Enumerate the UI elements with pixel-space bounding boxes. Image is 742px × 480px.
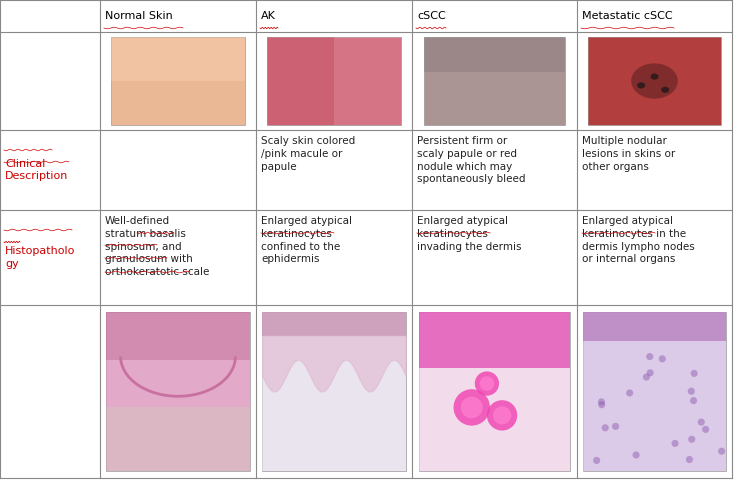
Circle shape [602, 424, 608, 432]
Text: Enlarged atypical
keratinocytes
invading the dermis: Enlarged atypical keratinocytes invading… [417, 216, 522, 252]
Circle shape [718, 448, 725, 455]
Bar [424, 72, 565, 125]
Circle shape [453, 389, 490, 426]
Bar [262, 312, 406, 471]
Circle shape [672, 440, 679, 447]
Bar [588, 37, 721, 125]
Text: Persistent firm or
scaly papule or red
nodule which may
spontaneously bleed: Persistent firm or scaly papule or red n… [417, 136, 525, 184]
Circle shape [487, 400, 517, 431]
Circle shape [493, 406, 511, 424]
Bar [111, 81, 245, 125]
Bar [106, 408, 250, 471]
Bar [424, 37, 565, 125]
Bar [267, 37, 401, 125]
Circle shape [690, 397, 697, 404]
Circle shape [691, 370, 697, 377]
Text: AK: AK [261, 11, 276, 21]
Ellipse shape [651, 73, 658, 80]
Bar [418, 312, 571, 471]
Circle shape [632, 451, 640, 458]
Bar [334, 37, 401, 125]
Circle shape [659, 355, 666, 362]
Circle shape [697, 419, 705, 426]
Text: Well-defined
stratum basalis
spinosum, and
granulosum with
orthokeratotic scale: Well-defined stratum basalis spinosum, a… [105, 216, 209, 277]
Circle shape [702, 426, 709, 433]
Bar [424, 37, 565, 72]
Circle shape [612, 423, 619, 430]
Bar [106, 312, 250, 471]
Text: Scaly skin colored
/pink macule or
papule: Scaly skin colored /pink macule or papul… [261, 136, 355, 172]
Circle shape [646, 369, 654, 376]
Ellipse shape [631, 63, 678, 99]
Circle shape [461, 396, 482, 419]
Circle shape [688, 388, 695, 395]
Circle shape [479, 376, 494, 391]
Text: Histopatholo
gy: Histopatholo gy [5, 246, 76, 269]
Bar [588, 37, 721, 125]
Circle shape [475, 372, 499, 396]
Bar [583, 312, 726, 471]
Bar [111, 37, 245, 125]
Bar [583, 312, 726, 341]
Text: Normal Skin: Normal Skin [105, 11, 173, 21]
Bar [106, 312, 250, 360]
Text: Enlarged atypical
keratinocytes in the
dermis lympho nodes
or internal organs: Enlarged atypical keratinocytes in the d… [582, 216, 695, 264]
Circle shape [598, 401, 605, 408]
Circle shape [686, 456, 693, 463]
Text: Multiple nodular
lesions in skins or
other organs: Multiple nodular lesions in skins or oth… [582, 136, 675, 172]
Bar [111, 37, 245, 81]
Circle shape [688, 436, 695, 443]
Bar [262, 312, 406, 336]
Circle shape [598, 398, 605, 406]
Text: Clinical
Description: Clinical Description [5, 158, 68, 181]
Circle shape [646, 353, 653, 360]
Text: Metastatic cSCC: Metastatic cSCC [582, 11, 673, 21]
Bar [583, 312, 726, 471]
Bar [262, 312, 406, 471]
Bar [418, 312, 571, 368]
Ellipse shape [637, 83, 646, 88]
Bar [418, 312, 571, 471]
Text: Enlarged atypical
keratinocytes
confined to the
ephidermis: Enlarged atypical keratinocytes confined… [261, 216, 352, 264]
Bar [267, 37, 334, 125]
Circle shape [593, 457, 600, 464]
Circle shape [626, 389, 633, 396]
Ellipse shape [661, 87, 669, 93]
Bar [106, 360, 250, 408]
Text: cSCC: cSCC [417, 11, 446, 21]
Circle shape [643, 373, 650, 381]
